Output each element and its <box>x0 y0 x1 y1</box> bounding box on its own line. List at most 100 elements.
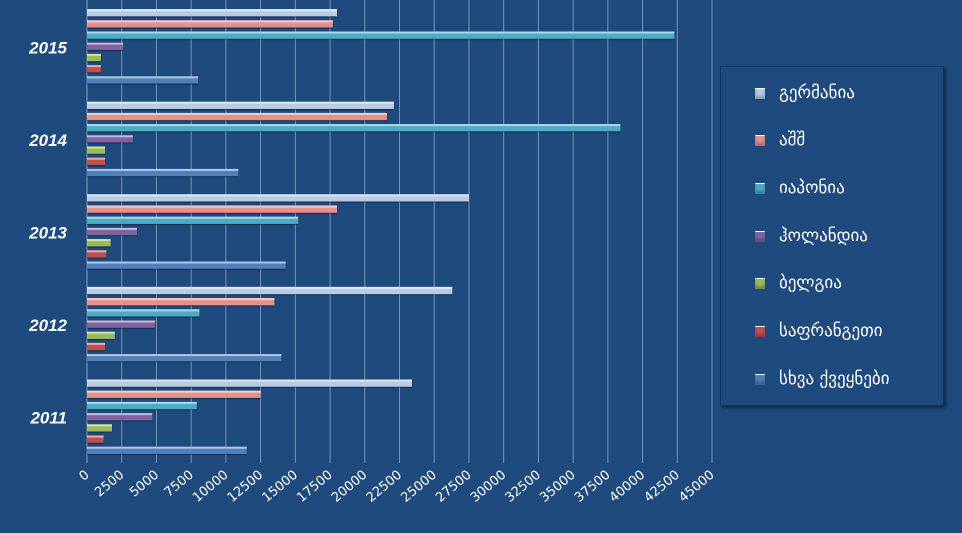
bar-highlight <box>87 390 261 393</box>
bar <box>87 390 261 398</box>
x-axis-labels: 0 2500 5000 7500100001250015000175002000022… <box>77 468 718 506</box>
bar-highlight <box>87 342 106 345</box>
legend-item-japan: იაპონია <box>755 178 845 198</box>
y-category-label: 2014 <box>28 131 67 150</box>
bar <box>87 435 104 443</box>
legend: გერმანია აშშ იაპონია ჰოლანდია ბელგია საფ… <box>720 66 944 406</box>
x-tick-label: 10000 <box>190 468 231 506</box>
x-tick-label: 30000 <box>468 468 509 506</box>
x-tick-label: 22500 <box>364 468 405 506</box>
bar <box>87 298 275 306</box>
bar <box>87 76 199 84</box>
bar <box>87 112 387 121</box>
legend-label: ბელგია <box>779 273 842 293</box>
bar-highlight <box>87 31 675 34</box>
bar <box>87 250 107 258</box>
x-tick-label: 35000 <box>537 468 578 506</box>
legend-swatch <box>755 134 765 146</box>
bar <box>87 216 299 224</box>
legend-item-other-countries: სხვა ქვეყნები <box>755 369 890 389</box>
bar <box>87 320 156 328</box>
bar <box>87 146 106 154</box>
legend-label: საფრანგეთი <box>779 321 883 341</box>
x-tick-label: 12500 <box>225 468 266 506</box>
y-category-label: 2012 <box>28 316 67 335</box>
legend-item-netherlands: ჰოლანდია <box>755 226 868 246</box>
bar-highlight <box>87 194 469 197</box>
bar-highlight <box>87 20 333 23</box>
legend-label: იაპონია <box>779 178 845 198</box>
legend-swatch <box>755 373 765 385</box>
legend-item-usa: აშშ <box>755 130 805 150</box>
bar <box>87 424 112 432</box>
x-tick-label: 40000 <box>607 468 648 506</box>
legend-label: სხვა ქვეყნები <box>779 369 890 389</box>
legend-item-belgium: ბელგია <box>755 273 842 293</box>
bar <box>87 379 412 387</box>
bar <box>87 413 153 421</box>
bar-highlight <box>87 413 153 416</box>
legend-label: აშშ <box>779 130 806 150</box>
y-category-label: 2015 <box>28 38 67 57</box>
bar <box>87 53 101 62</box>
bar <box>87 101 394 109</box>
x-tick-label: 2500 <box>92 468 127 501</box>
x-tick-label: 25000 <box>398 468 439 506</box>
x-tick-label: 17500 <box>294 468 335 506</box>
bar <box>87 227 137 236</box>
x-tick-label: 42500 <box>642 468 683 506</box>
bar-highlight <box>87 53 101 56</box>
bar <box>87 401 197 410</box>
bar-highlight <box>87 146 106 149</box>
bar <box>87 168 239 177</box>
bar <box>87 42 124 50</box>
bar-highlight <box>87 320 156 323</box>
gridlines <box>86 0 713 463</box>
x-tick-label: 0 <box>77 468 93 485</box>
legend-label: გერმანია <box>779 83 855 103</box>
bar-highlight <box>87 112 387 115</box>
bar-highlight <box>87 42 124 45</box>
x-tick-label: 5000 <box>127 468 162 501</box>
bar-highlight <box>87 9 337 12</box>
bar-highlight <box>87 401 197 404</box>
bar-highlight <box>87 135 133 138</box>
x-tick-label: 20000 <box>329 468 370 506</box>
bar <box>87 20 333 28</box>
bar-highlight <box>87 379 412 382</box>
bar <box>87 331 115 339</box>
bar-highlight <box>87 424 112 427</box>
bar <box>87 194 469 202</box>
x-tick-label: 45000 <box>676 468 717 506</box>
legend-label: ჰოლანდია <box>779 226 868 246</box>
y-axis-labels: 2011 2012 2013 2014 2015 <box>28 38 67 427</box>
bar <box>87 342 106 351</box>
x-tick-label: 27500 <box>433 468 474 506</box>
bar-highlight <box>87 261 286 264</box>
legend-swatch <box>755 230 765 242</box>
bar-highlight <box>87 124 621 127</box>
bar <box>87 261 286 269</box>
legend-item-france: საფრანგეთი <box>755 321 883 341</box>
bar <box>87 65 101 73</box>
bar-highlight <box>87 309 200 312</box>
legend-swatch <box>755 182 765 194</box>
bar-highlight <box>87 331 115 334</box>
y-category-label: 2013 <box>28 224 67 243</box>
bar <box>87 9 337 17</box>
bars <box>87 9 675 454</box>
legend-swatch <box>755 277 765 289</box>
bar <box>87 31 675 39</box>
bar <box>87 239 111 247</box>
bar-highlight <box>87 435 104 438</box>
y-category-label: 2011 <box>29 409 67 428</box>
bar-highlight <box>87 239 111 242</box>
bar-highlight <box>87 446 247 449</box>
bar-highlight <box>87 101 394 104</box>
bar-highlight <box>87 250 107 253</box>
x-tick-label: 32500 <box>503 468 544 506</box>
bar-highlight <box>87 354 282 357</box>
x-tick-label: 15000 <box>260 468 301 506</box>
